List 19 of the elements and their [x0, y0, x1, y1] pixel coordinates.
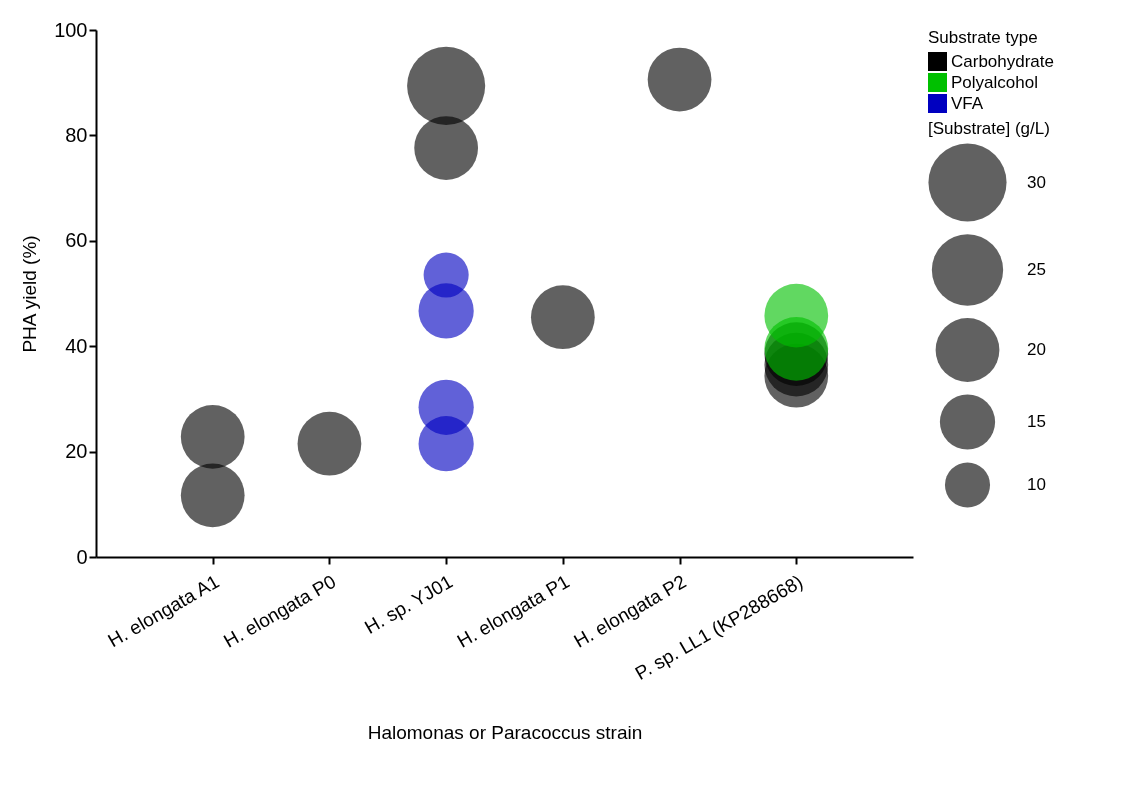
y-tick-label: 20 [65, 440, 88, 463]
legend-label: 20 [1027, 340, 1046, 359]
y-tick-label: 60 [65, 229, 88, 252]
legend-label: Polyalcohol [951, 72, 1038, 92]
legend-label: 10 [1027, 475, 1046, 494]
legend-label: VFA [951, 93, 984, 113]
legend-label: 25 [1027, 260, 1046, 279]
legend-label: 15 [1027, 412, 1046, 431]
x-axis-title: Halomonas or Paracoccus strain [367, 721, 643, 743]
x-tick-label: H. sp. YJ01 [360, 570, 457, 638]
legend-label: 30 [1027, 172, 1046, 192]
legend-title: Substrate type [928, 28, 1038, 47]
text: [Substrate] (g/L) [928, 119, 1050, 138]
y-axis-title: PHA yield (%) [19, 235, 41, 353]
y-tick-label: 0 [76, 545, 88, 568]
y-tick-label: 100 [54, 18, 88, 41]
y-tick-label: 80 [65, 123, 88, 146]
legend-label: Carbohydrate [951, 51, 1055, 71]
y-tick-label: 40 [65, 334, 88, 357]
